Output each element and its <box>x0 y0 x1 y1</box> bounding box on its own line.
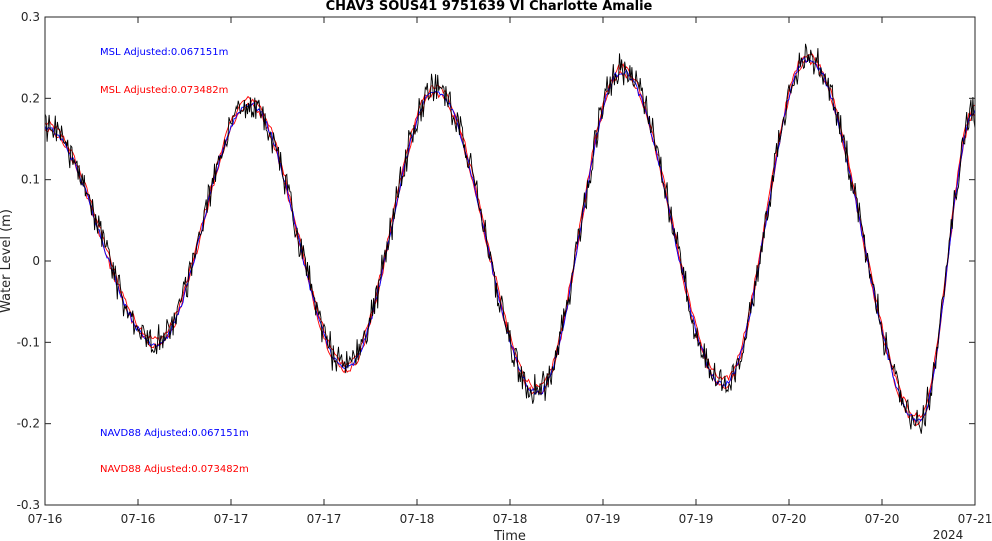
y-tick-label: 0.3 <box>21 10 40 24</box>
x-tick-label: 07-17 <box>307 512 342 526</box>
series-layer <box>44 43 976 434</box>
plot-area <box>45 17 975 505</box>
x-axis: 07-16 07-16 07-17 07-17 07-18 07-18 07-19 07-19… <box>28 17 992 526</box>
y-axis-title: Water Level (m) <box>0 209 14 313</box>
x-tick-label: 07-20 <box>865 512 900 526</box>
annotation-label: NAVD88 Adjusted:0.067151m <box>100 428 249 439</box>
x-tick-label: 07-18 <box>493 512 528 526</box>
annotation-label: NAVD88 Adjusted:0.073482m <box>100 464 249 475</box>
x-tick-label: 07-20 <box>772 512 807 526</box>
x-tick-label: 07-18 <box>400 512 435 526</box>
y-tick-label: -0.3 <box>17 498 40 512</box>
x-tick-label: 07-16 <box>121 512 156 526</box>
x-tick-label: 07-19 <box>586 512 621 526</box>
x-tick-label: 07-21 <box>958 512 992 526</box>
x-year-label: 2024 <box>933 528 964 541</box>
y-tick-label: 0.2 <box>21 91 40 105</box>
annotation-layer: MSL Adjusted:0.067151m MSL Adjusted:0.073… <box>100 47 249 475</box>
annotation-label: MSL Adjusted:0.073482m <box>100 85 228 96</box>
y-axis: -0.3 -0.2 -0.1 0 0.1 0.2 0.3 <box>17 10 975 512</box>
x-tick-label: 07-17 <box>214 512 249 526</box>
series-line <box>44 43 976 434</box>
y-tick-label: 0 <box>32 254 40 268</box>
x-tick-label: 07-19 <box>679 512 714 526</box>
y-tick-label: 0.1 <box>21 173 40 187</box>
annotation-label: MSL Adjusted:0.067151m <box>100 47 228 58</box>
y-tick-label: -0.1 <box>17 335 40 349</box>
x-axis-title: Time <box>493 529 526 541</box>
y-tick-label: -0.2 <box>17 417 40 431</box>
x-tick-label: 07-16 <box>28 512 63 526</box>
chart-title: CHAV3 SOUS41 9751639 VI Charlotte Amalie <box>326 0 653 14</box>
